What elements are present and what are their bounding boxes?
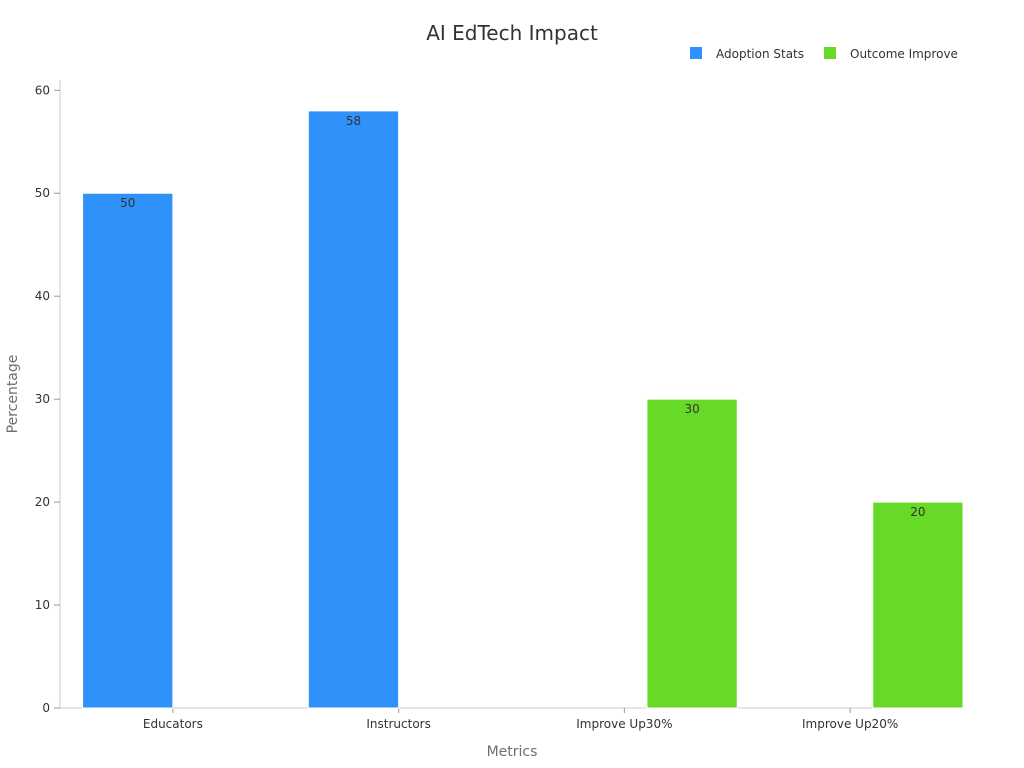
bar-value-label: 30 <box>684 402 699 416</box>
y-tick-label: 30 <box>35 392 50 406</box>
x-tick-label: Improve Up30% <box>576 717 672 731</box>
y-tick-label: 40 <box>35 289 50 303</box>
legend-label-outcome: Outcome Improve <box>850 47 958 61</box>
x-axis-title: Metrics <box>487 744 538 760</box>
y-tick-label: 60 <box>35 83 50 97</box>
legend-swatch-outcome <box>824 47 836 59</box>
legend-label-adoption: Adoption Stats <box>716 47 804 61</box>
y-tick-label: 10 <box>35 598 50 612</box>
chart-title: AI EdTech Impact <box>426 21 598 45</box>
bar-value-label: 50 <box>120 196 135 210</box>
bar-improve-up20- <box>872 501 964 709</box>
bar-value-label: 58 <box>346 114 361 128</box>
bar-improve-up30- <box>646 398 738 709</box>
bar-instructors <box>307 110 400 709</box>
y-axis-title: Percentage <box>5 355 21 434</box>
bar-value-label: 20 <box>910 505 925 519</box>
y-tick-label: 20 <box>35 495 50 509</box>
bars: 50 58 30 20 <box>82 110 964 709</box>
x-tick-label: Improve Up20% <box>802 717 898 731</box>
y-tick-label: 50 <box>35 186 50 200</box>
x-axis-ticks: Educators Instructors Improve Up30% Improve… <box>143 708 898 731</box>
x-tick-label: Instructors <box>366 717 430 731</box>
y-axis-ticks: 0 10 20 30 40 50 60 <box>35 83 60 715</box>
x-tick-label: Educators <box>143 717 203 731</box>
legend: Adoption Stats Outcome Improve <box>690 47 958 61</box>
bar-educators <box>82 192 174 709</box>
legend-swatch-adoption <box>690 47 702 59</box>
y-tick-label: 0 <box>42 701 50 715</box>
